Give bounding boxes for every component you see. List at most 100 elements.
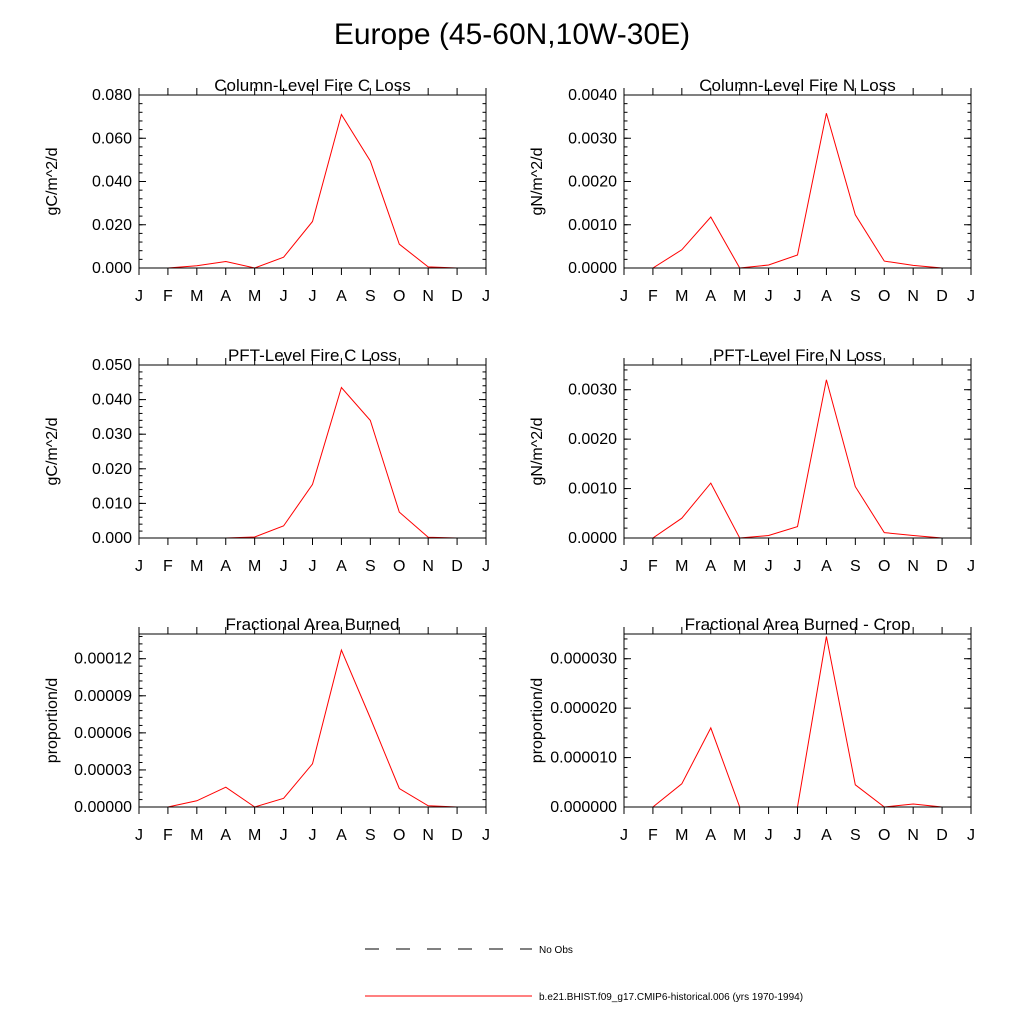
x-tick-label: J: [482, 288, 490, 305]
y-tick-label: 0.000: [92, 260, 132, 277]
chart-svg: Column-Level Fire N Loss gN/m^2/d 0.0000 0.…: [529, 76, 975, 305]
chart-panel-area-burned-crop: Fractional Area Burned - Crop proportion/…: [485, 609, 985, 879]
x-tick-label: M: [733, 288, 746, 305]
series-line: [139, 648, 486, 808]
x-tick-label: J: [135, 827, 143, 844]
chart-panel-pft-c: PFT-Level Fire C Loss gC/m^2/d 0.000 0.010 0…: [0, 340, 500, 610]
chart-panel-column-c: Column-Level Fire C Loss gC/m^2/d 0.000 0.0…: [0, 70, 500, 340]
y-tick-label: 0.030: [92, 426, 132, 443]
y-tick-label: 0.010: [92, 495, 132, 512]
x-tick-label: M: [675, 288, 688, 305]
chart-svg: Fractional Area Burned - Crop proportion/…: [529, 615, 975, 844]
x-tick-label: D: [451, 288, 463, 305]
y-tick-label: 0.080: [92, 87, 132, 104]
chart-svg: Column-Level Fire C Loss gC/m^2/d 0.000 0.0…: [44, 76, 490, 305]
x-tick-label: J: [482, 558, 490, 575]
x-tick-label: S: [850, 288, 861, 305]
y-tick-label: 0.000020: [550, 700, 617, 717]
y-tick-label: 0.020: [92, 217, 132, 234]
x-tick-label: J: [620, 558, 628, 575]
x-tick-label: J: [280, 558, 288, 575]
x-tick-label: J: [135, 288, 143, 305]
y-tick-label: 0.020: [92, 461, 132, 478]
x-tick-label: M: [733, 827, 746, 844]
x-tick-label: J: [765, 558, 773, 575]
x-tick-label: A: [821, 827, 832, 844]
x-tick-label: S: [365, 288, 376, 305]
y-axis-label: proportion/d: [529, 678, 546, 763]
chart-title: Fractional Area Burned - Crop: [685, 615, 911, 634]
y-tick-label: 0.00003: [74, 762, 132, 779]
x-tick-label: A: [336, 288, 347, 305]
y-axis-label: gN/m^2/d: [529, 418, 546, 486]
y-axis-label: gN/m^2/d: [529, 148, 546, 216]
x-tick-label: D: [936, 288, 948, 305]
chart-svg: Fractional Area Burned proportion/d 0.0000…: [44, 615, 490, 844]
x-tick-label: F: [648, 827, 658, 844]
x-tick-label: J: [309, 827, 317, 844]
y-tick-label: 0.00006: [74, 725, 132, 742]
x-tick-label: J: [794, 558, 802, 575]
x-tick-label: N: [907, 827, 919, 844]
x-tick-label: O: [878, 288, 890, 305]
y-tick-label: 0.060: [92, 130, 132, 147]
x-tick-label: A: [821, 558, 832, 575]
y-tick-label: 0.0020: [568, 431, 617, 448]
x-tick-label: S: [850, 827, 861, 844]
y-tick-label: 0.040: [92, 174, 132, 191]
x-tick-label: O: [878, 827, 890, 844]
y-tick-label: 0.0030: [568, 382, 617, 399]
x-tick-label: A: [705, 558, 716, 575]
y-tick-label: 0.0010: [568, 481, 617, 498]
series-line: [624, 113, 971, 269]
x-tick-label: M: [248, 827, 261, 844]
x-tick-label: J: [620, 288, 628, 305]
plot-frame: [138, 94, 487, 269]
plot-frame: [138, 364, 487, 539]
series-line: [139, 113, 486, 269]
x-tick-label: A: [220, 558, 231, 575]
x-tick-label: A: [821, 288, 832, 305]
x-tick-label: S: [850, 558, 861, 575]
x-tick-label: D: [936, 827, 948, 844]
series-line: [139, 386, 486, 539]
chart-svg: PFT-Level Fire N Loss gN/m^2/d 0.0000 0.001…: [529, 346, 975, 575]
x-tick-label: J: [765, 288, 773, 305]
y-tick-label: 0.000030: [550, 651, 617, 668]
y-axis-label: proportion/d: [44, 678, 61, 763]
legend-label-no-obs: No Obs: [539, 945, 573, 956]
legend-label-model: b.e21.BHIST.f09_g17.CMIP6-historical.006…: [539, 992, 803, 1003]
chart-svg: PFT-Level Fire C Loss gC/m^2/d 0.000 0.010 0…: [44, 346, 490, 575]
y-tick-label: 0.000010: [550, 750, 617, 767]
x-tick-label: F: [163, 558, 173, 575]
y-tick-label: 0.000: [92, 530, 132, 547]
x-tick-label: M: [248, 558, 261, 575]
x-tick-label: N: [907, 288, 919, 305]
y-tick-label: 0.0030: [568, 130, 617, 147]
x-tick-label: J: [967, 558, 975, 575]
series-line: [624, 636, 971, 808]
y-tick-label: 0.050: [92, 357, 132, 374]
x-tick-label: J: [280, 288, 288, 305]
x-tick-label: O: [393, 558, 405, 575]
x-tick-label: J: [967, 827, 975, 844]
x-tick-label: O: [393, 288, 405, 305]
chart-panel-area-burned: Fractional Area Burned proportion/d 0.0000…: [0, 609, 500, 879]
x-tick-label: A: [705, 288, 716, 305]
x-tick-label: F: [163, 827, 173, 844]
x-tick-label: D: [936, 558, 948, 575]
x-tick-label: D: [451, 558, 463, 575]
y-axis-label: gC/m^2/d: [44, 418, 61, 486]
x-tick-label: J: [794, 827, 802, 844]
y-axis-label: gC/m^2/d: [44, 148, 61, 216]
x-tick-label: S: [365, 827, 376, 844]
x-tick-label: J: [967, 288, 975, 305]
x-tick-label: F: [163, 288, 173, 305]
chart-panel-column-n: Column-Level Fire N Loss gN/m^2/d 0.0000 0.…: [485, 70, 985, 340]
x-tick-label: A: [220, 288, 231, 305]
y-tick-label: 0.00009: [74, 688, 132, 705]
x-tick-label: A: [336, 827, 347, 844]
x-tick-label: J: [280, 827, 288, 844]
x-tick-label: O: [878, 558, 890, 575]
x-tick-label: J: [765, 827, 773, 844]
